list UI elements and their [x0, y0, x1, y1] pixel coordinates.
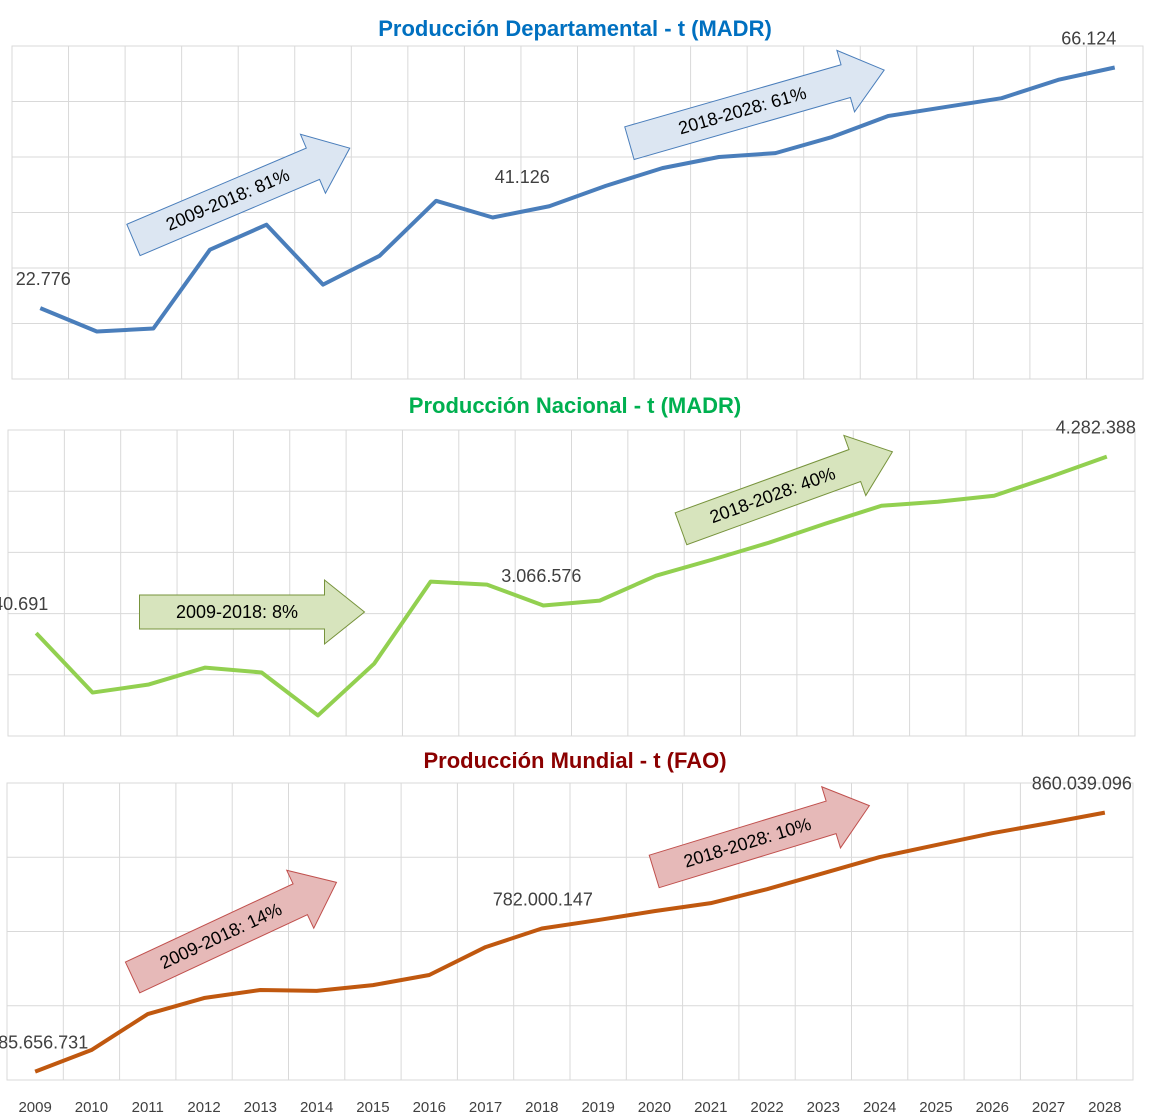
chart-title: Producción Mundial - t (FAO) — [423, 748, 726, 773]
arrow-shape — [648, 785, 871, 889]
annotation-arrow: 2009-2018: 81% — [126, 133, 351, 257]
annotation-arrow: 2009-2018: 8% — [139, 578, 366, 646]
annotation-text: 2009-2018: 8% — [176, 602, 298, 622]
annotation-arrow: 2018-2028: 10% — [648, 785, 871, 889]
x-tick-label: 2017 — [469, 1099, 502, 1116]
x-tick-label: 2018 — [525, 1099, 558, 1116]
x-tick-label: 2023 — [807, 1099, 840, 1116]
x-tick-label: 2009 — [18, 1099, 51, 1116]
x-tick-label: 2028 — [1088, 1099, 1121, 1116]
x-tick-label: 2020 — [638, 1099, 671, 1116]
arrow-shape — [624, 49, 885, 161]
chart-title: Producción Nacional - t (MADR) — [409, 393, 741, 418]
data-label: 685.656.731 — [0, 1032, 88, 1052]
x-tick-label: 2013 — [244, 1099, 277, 1116]
data-label: 41.126 — [495, 167, 550, 187]
plot-frame — [11, 45, 1144, 380]
data-label: 860.039.096 — [1032, 773, 1132, 793]
x-tick-label: 2024 — [863, 1099, 896, 1116]
line — [39, 65, 1116, 334]
plot-frame — [7, 429, 1136, 737]
arrow-shape — [674, 434, 894, 546]
x-tick-label: 2022 — [750, 1099, 783, 1116]
data-label: 22.776 — [16, 269, 71, 289]
x-tick-label: 2016 — [413, 1099, 446, 1116]
data-label: 66.124 — [1061, 28, 1116, 48]
data-label: 3.066.576 — [501, 566, 581, 586]
arrow-shape — [124, 869, 338, 994]
x-tick-label: 2011 — [132, 1099, 164, 1116]
annotation-arrow: 2009-2018: 14% — [124, 869, 338, 994]
x-tick-label: 2027 — [1032, 1099, 1065, 1116]
x-tick-label: 2021 — [694, 1099, 727, 1116]
x-tick-label: 2012 — [187, 1099, 220, 1116]
x-tick-label: 2014 — [300, 1099, 333, 1116]
line — [34, 810, 1106, 1074]
chart-title: Producción Departamental - t (MADR) — [378, 16, 772, 41]
arrow-shape — [139, 578, 366, 646]
x-tick-label: 2015 — [356, 1099, 389, 1116]
plot-frame — [6, 782, 1134, 1081]
arrow-shape — [126, 133, 351, 257]
x-tick-label: 2026 — [976, 1099, 1009, 1116]
x-tick-label: 2010 — [75, 1099, 108, 1116]
line — [34, 454, 1108, 718]
x-tick-label: 2019 — [581, 1099, 614, 1116]
x-tick-label: 2025 — [919, 1099, 952, 1116]
data-label: 2.840.691 — [0, 594, 48, 614]
data-label: 4.282.388 — [1056, 417, 1136, 437]
data-label: 782.000.147 — [493, 889, 593, 909]
